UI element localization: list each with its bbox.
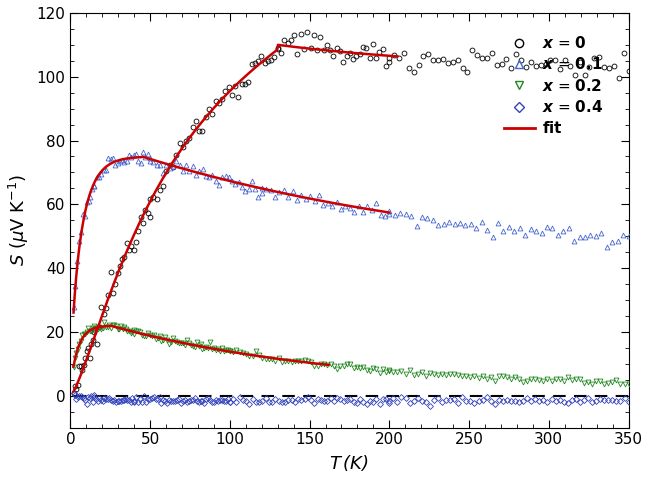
Y-axis label: $S$ ($\mu$V K$^{-1}$): $S$ ($\mu$V K$^{-1}$) xyxy=(7,174,31,266)
Legend: $\bfit{x}$ = $\bf{0}$, $\bfit{x}$ = $\bf{0.1}$, $\bfit{x}$ = $\bf{0.2}$, $\bfit{: $\bfit{x}$ = $\bf{0}$, $\bfit{x}$ = $\bf… xyxy=(498,29,610,143)
X-axis label: $T\,$(K): $T\,$(K) xyxy=(330,453,369,473)
